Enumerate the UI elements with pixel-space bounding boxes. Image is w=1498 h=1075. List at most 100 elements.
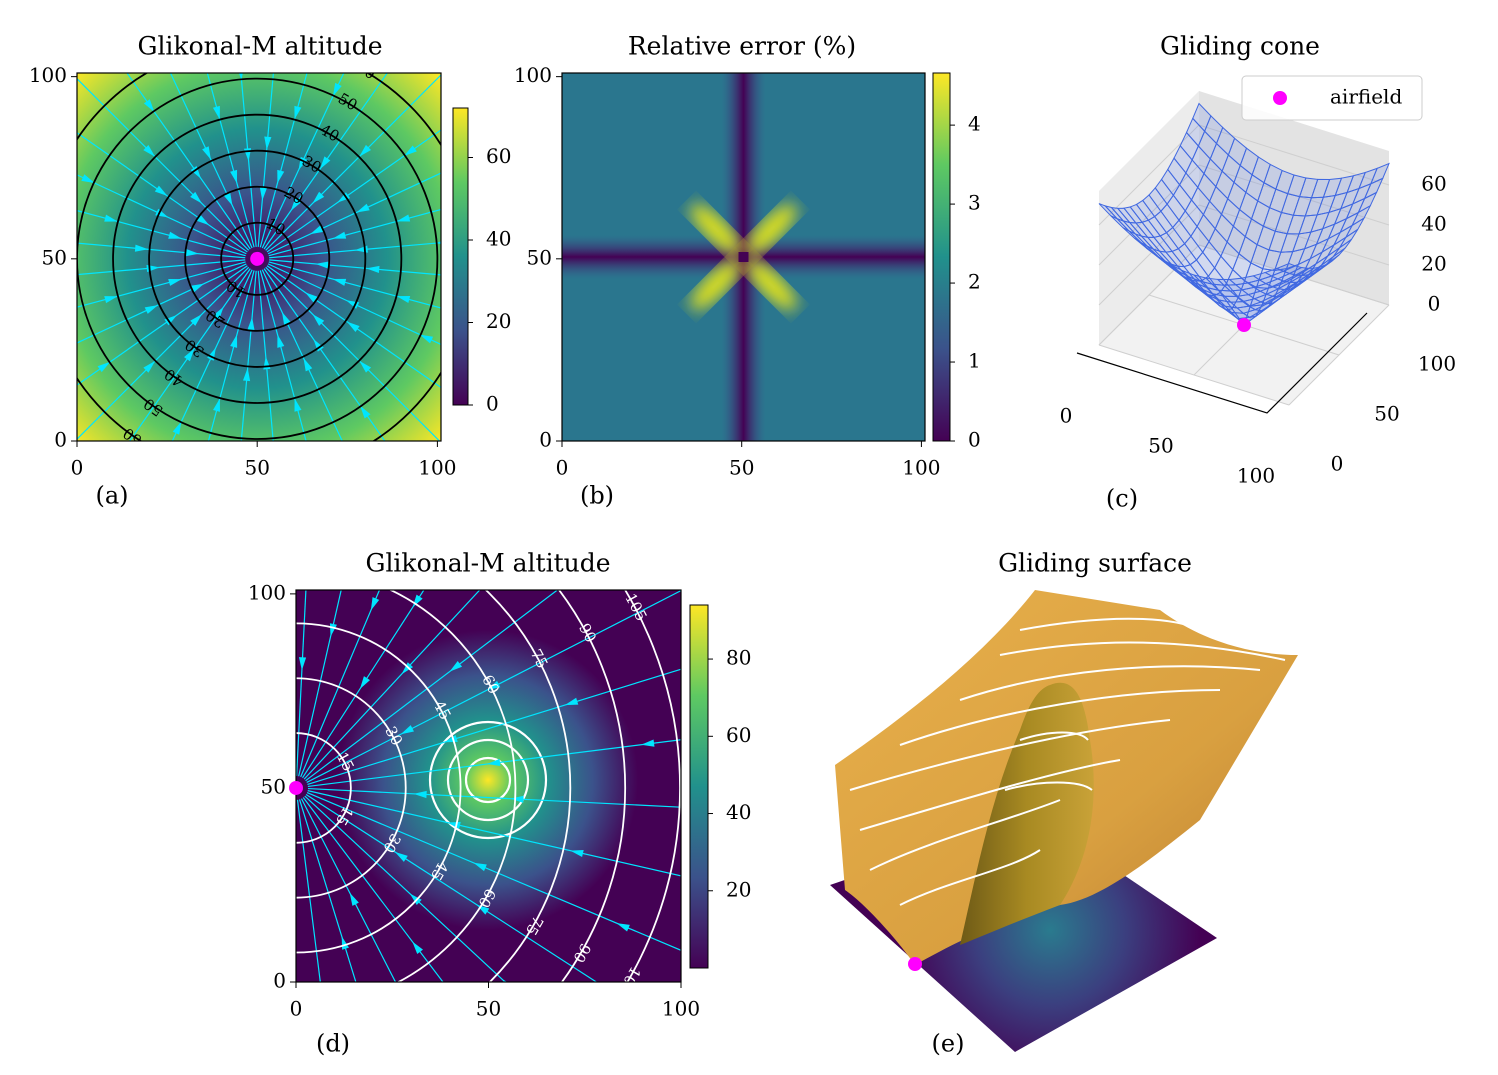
streamline <box>302 590 425 779</box>
stream-arrow <box>227 1062 234 1075</box>
plot-frame <box>76 72 442 442</box>
stream-arrow <box>305 292 318 303</box>
contour-label: 60 <box>353 58 379 83</box>
stream-arrow <box>81 174 95 184</box>
plot-area <box>562 73 925 441</box>
stream-arrow <box>134 834 147 841</box>
colorbar-tick-label: 60 <box>726 723 751 747</box>
contour-line <box>220 221 295 296</box>
stream-arrow <box>277 334 285 348</box>
stream-arrow <box>641 739 655 747</box>
stream-arrow <box>104 214 118 222</box>
y-tick-label: 0 <box>54 428 67 452</box>
colorbar-tick-label: 1 <box>968 349 981 373</box>
legend-marker <box>1273 91 1287 105</box>
streamline <box>261 269 343 441</box>
streamline <box>0 798 289 1075</box>
grid-line <box>1198 204 1390 266</box>
pane <box>1099 91 1199 345</box>
colorbar <box>452 107 469 406</box>
x-tick-label: 0 <box>290 997 303 1021</box>
stream-arrow <box>178 842 191 851</box>
colorbar-tick-label: 40 <box>726 800 751 824</box>
stream-arrow <box>396 296 411 304</box>
stream-arrow <box>243 626 250 639</box>
peak-field <box>296 590 681 982</box>
chart-title: Glikonal-M altitude <box>365 549 610 578</box>
stream-arrow <box>290 198 302 211</box>
chart-title: Gliding surface <box>998 549 1192 578</box>
stream-arrow <box>510 795 524 803</box>
stream-arrow <box>230 169 238 184</box>
stream-arrow <box>68 773 81 780</box>
streamline <box>77 77 250 251</box>
panel-label: (c) <box>1106 485 1138 513</box>
z-tick-label: 0 <box>1428 292 1441 316</box>
colorbar <box>689 604 709 969</box>
stream-arrow <box>412 941 423 955</box>
stream-arrow <box>281 1002 288 1015</box>
stream-arrow <box>168 278 182 286</box>
contour-line <box>484 590 572 982</box>
streamline <box>77 131 248 253</box>
streamline <box>268 261 441 309</box>
chart-title: Gliding cone <box>1160 32 1320 61</box>
stream-arrow <box>179 902 190 914</box>
stream-arrow <box>190 165 202 179</box>
stream-arrow <box>104 296 118 304</box>
y-tick-label: 0 <box>273 969 286 993</box>
streamline <box>0 659 284 785</box>
grid-line <box>1098 204 1200 306</box>
contour-line <box>296 622 462 954</box>
streamline <box>128 268 251 441</box>
stream-arrow <box>281 311 291 326</box>
stream-arrow <box>277 169 285 184</box>
stream-arrow <box>400 725 414 735</box>
grid-line <box>1098 164 1200 266</box>
stream-arrow <box>105 705 118 713</box>
streamline <box>267 172 441 255</box>
stream-arrow <box>298 657 307 671</box>
streamline <box>0 564 285 784</box>
z-tick-label: 20 <box>1421 252 1446 276</box>
stream-arrow <box>190 191 202 204</box>
streamline <box>77 266 250 440</box>
stream-arrow <box>393 979 397 982</box>
stream-arrow <box>396 214 411 222</box>
stream-arrow <box>185 249 199 257</box>
chart-title: Glikonal-M altitude <box>137 32 382 61</box>
streamline <box>265 266 441 441</box>
stream-arrow <box>404 145 417 156</box>
streamline <box>305 590 559 782</box>
streamline <box>304 795 506 982</box>
streamline <box>266 265 441 389</box>
x-tick-label: 0 <box>1060 404 1073 428</box>
colorbar-tick-label: 0 <box>968 428 981 452</box>
streamline <box>302 797 444 982</box>
stream-arrow <box>337 192 351 203</box>
y-tick-label: 50 <box>527 245 552 269</box>
error-lobe <box>690 259 741 311</box>
stream-arrow <box>304 560 311 573</box>
stream-arrow <box>487 758 501 766</box>
stream-arrow <box>184 714 197 724</box>
stream-arrow <box>564 697 579 706</box>
contour-line <box>296 732 352 844</box>
panel-label: (d) <box>316 1030 350 1058</box>
colorbar-tick-label: 0 <box>486 392 499 416</box>
x-tick-label: 50 <box>244 456 269 480</box>
stream-arrow <box>165 778 178 785</box>
contour-line <box>388 590 517 982</box>
stream-arrow <box>332 278 347 286</box>
stream-arrow <box>144 305 158 314</box>
y-tick-label: 0 <box>1331 452 1344 476</box>
stream-arrow <box>401 662 414 675</box>
streamline <box>265 74 441 251</box>
stream-arrow <box>130 904 143 915</box>
streamline <box>259 270 307 441</box>
stream-arrow <box>168 231 182 239</box>
streamline <box>0 795 286 1075</box>
stream-arrow <box>223 192 233 206</box>
error-lobe <box>690 203 741 255</box>
contour-line <box>184 185 331 332</box>
